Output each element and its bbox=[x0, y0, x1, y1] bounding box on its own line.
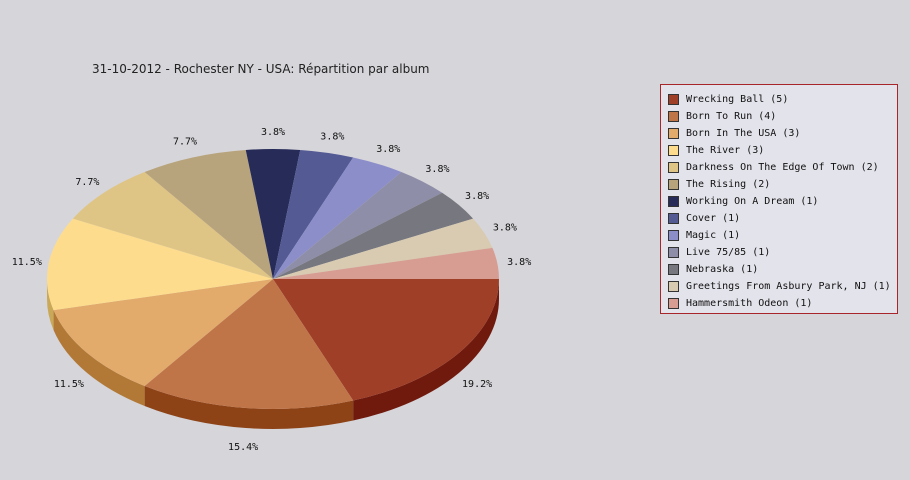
legend-item-2: Born In The USA (3) bbox=[668, 125, 897, 142]
legend-label-0: Wrecking Ball (5) bbox=[686, 94, 789, 105]
legend-item-1: Born To Run (4) bbox=[668, 108, 897, 125]
pie-pct-label-1: 15.4% bbox=[228, 442, 258, 453]
legend-label-10: Nebraska (1) bbox=[686, 264, 759, 275]
legend-label-4: Darkness On The Edge Of Town (2) bbox=[686, 162, 879, 173]
pie-side-3 bbox=[47, 279, 54, 331]
legend: Wrecking Ball (5) Born To Run (4) Born In … bbox=[660, 84, 898, 314]
pie-side-0 bbox=[353, 279, 499, 421]
pie-pct-label-10: 3.8% bbox=[465, 191, 489, 202]
pie-pct-label-8: 3.8% bbox=[376, 144, 400, 155]
legend-label-7: Cover (1) bbox=[686, 213, 741, 224]
pie-labels: 19.2% 15.4% 11.5% 11.5% 7.7% 7.7% 3.8% 3.8% 3.8%… bbox=[12, 127, 531, 453]
legend-swatch-1 bbox=[668, 111, 679, 122]
legend-swatch-12 bbox=[668, 298, 679, 309]
legend-item-6: Working On A Dream (1) bbox=[668, 193, 897, 210]
legend-item-11: Greetings From Asbury Park, NJ (1) bbox=[668, 278, 897, 295]
pie-pct-label-4: 7.7% bbox=[75, 177, 99, 188]
pie-pct-label-9: 3.8% bbox=[425, 164, 449, 175]
legend-swatch-2 bbox=[668, 128, 679, 139]
pie-pct-label-11: 3.8% bbox=[493, 223, 517, 234]
legend-item-10: Nebraska (1) bbox=[668, 261, 897, 278]
legend-swatch-7 bbox=[668, 213, 679, 224]
legend-label-8: Magic (1) bbox=[686, 230, 741, 241]
pie-pct-label-5: 7.7% bbox=[173, 137, 197, 148]
legend-item-0: Wrecking Ball (5) bbox=[668, 91, 897, 108]
chart-title: 31-10-2012 - Rochester NY - USA: Réparti… bbox=[92, 62, 430, 76]
pie-side-1 bbox=[144, 385, 354, 429]
legend-label-11: Greetings From Asbury Park, NJ (1) bbox=[686, 281, 891, 292]
pie-slice-9 bbox=[273, 172, 443, 279]
pie-slice-2 bbox=[53, 279, 273, 386]
pie-pct-label-2: 11.5% bbox=[54, 379, 84, 390]
legend-label-5: The Rising (2) bbox=[686, 179, 771, 190]
legend-label-3: The River (3) bbox=[686, 145, 765, 156]
pie-slice-6 bbox=[245, 149, 301, 279]
pie-slices bbox=[46, 149, 499, 410]
legend-item-3: The River (3) bbox=[668, 142, 897, 159]
legend-swatch-11 bbox=[668, 281, 679, 292]
pie-slice-12 bbox=[273, 247, 499, 279]
legend-item-9: Live 75/85 (1) bbox=[668, 244, 897, 261]
legend-item-8: Magic (1) bbox=[668, 227, 897, 244]
legend-label-2: Born In The USA (3) bbox=[686, 128, 801, 139]
pie-slice-8 bbox=[273, 157, 402, 279]
legend-swatch-10 bbox=[668, 264, 679, 275]
pie-slice-7 bbox=[273, 149, 354, 279]
pie-slice-5 bbox=[144, 149, 273, 279]
legend-swatch-4 bbox=[668, 162, 679, 173]
legend-item-4: Darkness On The Edge Of Town (2) bbox=[668, 159, 897, 176]
pie-slice-1 bbox=[144, 279, 354, 410]
pie-pct-label-6: 3.8% bbox=[261, 127, 285, 138]
legend-item-12: Hammersmith Odeon (1) bbox=[668, 295, 897, 312]
legend-swatch-0 bbox=[668, 94, 679, 105]
pie-pct-label-7: 3.8% bbox=[320, 131, 344, 142]
pie-slice-0 bbox=[273, 279, 499, 401]
legend-label-6: Working On A Dream (1) bbox=[686, 196, 819, 207]
legend-label-12: Hammersmith Odeon (1) bbox=[686, 298, 813, 309]
pie-pct-label-12: 3.8% bbox=[507, 257, 531, 268]
legend-swatch-3 bbox=[668, 145, 679, 156]
legend-item-5: The Rising (2) bbox=[668, 176, 897, 193]
pie-side-2 bbox=[53, 310, 145, 406]
legend-swatch-5 bbox=[668, 179, 679, 190]
legend-swatch-8 bbox=[668, 230, 679, 241]
pie-slice-10 bbox=[273, 192, 474, 279]
legend-item-7: Cover (1) bbox=[668, 210, 897, 227]
legend-label-1: Born To Run (4) bbox=[686, 111, 777, 122]
pie-pct-label-0: 19.2% bbox=[462, 379, 492, 390]
pie-slice-11 bbox=[273, 218, 493, 279]
pie-sides bbox=[47, 279, 499, 429]
pie-pct-label-3: 11.5% bbox=[12, 257, 42, 268]
pie-slice-4 bbox=[72, 172, 274, 279]
legend-swatch-6 bbox=[668, 196, 679, 207]
legend-swatch-9 bbox=[668, 247, 679, 258]
legend-label-9: Live 75/85 (1) bbox=[686, 247, 771, 258]
pie-slice-3 bbox=[46, 218, 273, 311]
